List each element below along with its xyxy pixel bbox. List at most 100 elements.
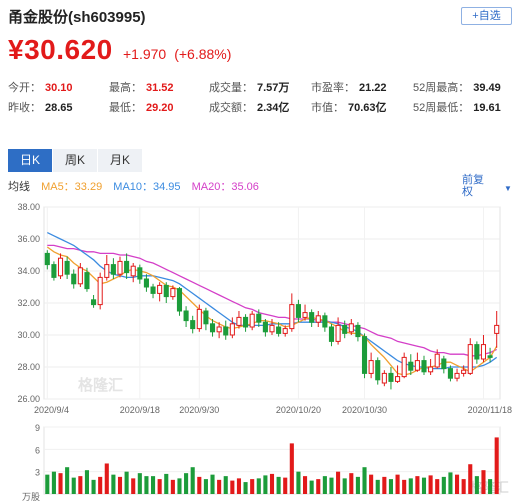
candle — [130, 265, 136, 277]
candle — [474, 344, 480, 360]
stat-item: 52周最低： 19.61 — [413, 99, 501, 115]
volume-bar — [157, 479, 162, 494]
stat-item: 市值： 70.63亿 — [311, 99, 387, 115]
volume-bar — [236, 478, 242, 494]
x-tick-label: 2020/9/4 — [34, 405, 69, 415]
volume-bar — [65, 467, 70, 494]
volume-bar — [124, 471, 129, 494]
volume-bar — [144, 476, 149, 494]
candle — [170, 288, 176, 298]
candle — [295, 304, 301, 318]
candle — [269, 324, 275, 333]
candle — [461, 369, 467, 374]
candle — [124, 260, 130, 274]
stat-value: 2.34亿 — [257, 102, 290, 114]
candle — [348, 323, 354, 333]
stat-item: 最低： 29.20 — [109, 99, 174, 115]
adjust-dropdown[interactable]: 前复权 ▼ — [462, 174, 512, 198]
volume-bar — [217, 479, 222, 494]
volume-bar — [58, 473, 63, 494]
stat-label: 昨收： — [8, 102, 41, 114]
stat-item: 今开： 30.10 — [8, 79, 73, 95]
volume-bar — [184, 473, 189, 494]
volume-bar — [382, 476, 387, 494]
volume-bar — [190, 467, 195, 494]
chevron-down-icon: ▼ — [504, 184, 512, 193]
candle — [64, 260, 70, 275]
candle — [494, 324, 500, 334]
volume-bar — [329, 477, 334, 494]
volume-bar — [408, 478, 413, 494]
volume-bar — [342, 478, 347, 494]
volume-bar — [243, 482, 248, 494]
stat-label: 成交额： — [209, 102, 253, 114]
candle — [143, 278, 149, 288]
candle — [309, 312, 315, 323]
volume-bar — [421, 477, 427, 494]
volume-bar — [468, 464, 473, 494]
stat-value: 7.57万 — [257, 82, 290, 94]
candle — [117, 260, 123, 275]
candle — [190, 320, 196, 330]
stat-value: 19.61 — [473, 102, 501, 114]
candle — [487, 355, 493, 358]
tab-weekly[interactable]: 周K — [53, 149, 97, 172]
add-to-watchlist-button[interactable]: +自选 — [461, 7, 512, 25]
candle — [110, 264, 116, 275]
stat-item: 成交量： 7.57万 — [209, 79, 289, 95]
volume-bar — [435, 479, 440, 494]
volume-bar — [355, 476, 360, 494]
candle — [302, 312, 308, 318]
volume-bar — [250, 479, 255, 494]
volume-bar — [131, 478, 136, 494]
volume-bar — [84, 470, 90, 494]
stat-label: 今开： — [8, 82, 41, 94]
volume-bar — [415, 476, 420, 494]
candle — [150, 286, 156, 294]
candle — [44, 252, 50, 266]
volume-tick-label: 3 — [35, 468, 40, 478]
y-tick-label: 38.00 — [17, 202, 40, 212]
volume-bar — [177, 478, 182, 494]
stat-label: 52周最低： — [413, 102, 470, 114]
candle — [434, 353, 440, 368]
ma20-line — [47, 244, 497, 357]
candle — [137, 267, 143, 280]
candle — [441, 358, 447, 370]
volume-bar — [203, 479, 208, 494]
candle — [229, 323, 235, 336]
volume-bar — [441, 476, 446, 494]
candle — [203, 310, 209, 325]
candle — [408, 361, 414, 371]
legend-label: 均线 — [8, 181, 30, 193]
volume-bar — [494, 437, 499, 494]
volume-bar — [448, 472, 453, 494]
candle — [57, 257, 64, 277]
tab-monthly[interactable]: 月K — [98, 149, 142, 172]
volume-bar — [230, 480, 235, 494]
volume-bar — [296, 471, 301, 494]
candle — [209, 323, 216, 333]
y-tick-label: 30.00 — [17, 330, 40, 340]
volume-bar — [197, 476, 202, 494]
stat-item: 昨收： 28.65 — [8, 99, 73, 115]
stat-label: 市值： — [311, 102, 344, 114]
volume-bar — [454, 474, 460, 494]
volume-bar — [78, 476, 83, 494]
candle — [97, 276, 103, 306]
candle — [480, 344, 487, 360]
candle — [236, 316, 242, 326]
stat-item: 最高： 31.52 — [109, 79, 174, 95]
stat-value: 70.63亿 — [348, 102, 387, 114]
tab-daily[interactable]: 日K — [8, 149, 52, 172]
candle — [355, 324, 361, 338]
volume-bar — [150, 476, 156, 494]
volume-bar — [474, 476, 479, 494]
volume-bar — [369, 474, 374, 494]
stat-item: 市盈率： 21.22 — [311, 79, 387, 95]
volume-bar — [137, 473, 142, 494]
x-tick-label: 2020/9/18 — [120, 405, 160, 415]
candle — [447, 368, 453, 379]
candle — [328, 326, 335, 342]
